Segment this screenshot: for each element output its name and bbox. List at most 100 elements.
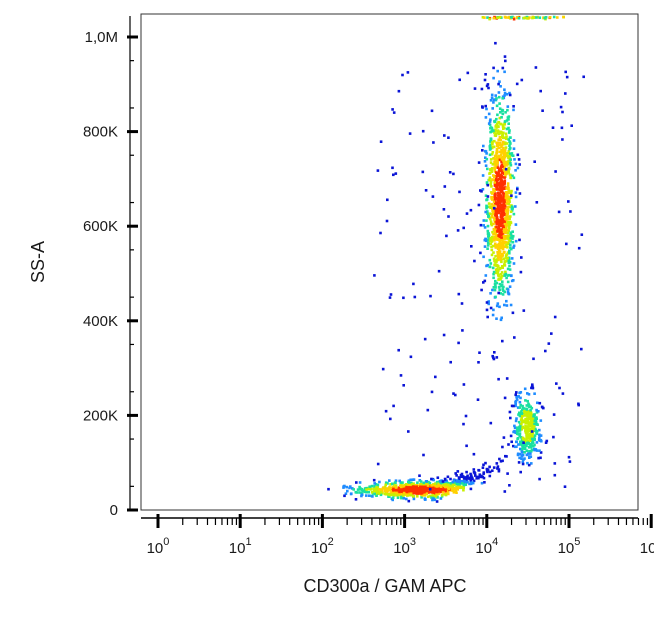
event-dot bbox=[496, 16, 500, 20]
event-dot bbox=[454, 393, 457, 397]
event-dot bbox=[514, 402, 517, 406]
event-dot bbox=[358, 488, 362, 491]
event-dot bbox=[429, 494, 433, 498]
event-dot bbox=[492, 257, 496, 261]
event-dot bbox=[419, 482, 422, 486]
event-dot bbox=[504, 270, 507, 274]
event-dot bbox=[498, 188, 502, 192]
event-dot bbox=[473, 87, 477, 90]
event-dot bbox=[501, 140, 505, 144]
x-tick-label: 100 bbox=[147, 536, 170, 557]
event-dot bbox=[492, 16, 496, 20]
event-dot bbox=[491, 288, 494, 292]
event-dot bbox=[509, 16, 513, 19]
event-dot bbox=[506, 212, 509, 216]
event-dot bbox=[530, 406, 534, 410]
y-tick-label: 800K bbox=[83, 124, 118, 141]
event-dot bbox=[461, 486, 464, 489]
event-dot bbox=[496, 198, 499, 202]
event-dot bbox=[493, 235, 497, 239]
event-dot bbox=[496, 247, 500, 250]
event-dot bbox=[516, 406, 520, 409]
event-dot bbox=[494, 295, 497, 299]
event-dot bbox=[452, 479, 456, 482]
event-dot bbox=[553, 473, 557, 477]
event-dot bbox=[492, 200, 496, 204]
event-dot bbox=[498, 181, 502, 184]
event-dot bbox=[526, 461, 529, 465]
event-dot bbox=[501, 112, 505, 116]
event-dot bbox=[496, 230, 499, 233]
event-dot bbox=[433, 487, 437, 490]
event-dot bbox=[498, 107, 502, 110]
event-dot bbox=[534, 66, 538, 69]
event-dot bbox=[489, 140, 492, 143]
event-dot bbox=[497, 91, 501, 94]
event-dot bbox=[523, 447, 527, 450]
event-dot bbox=[415, 485, 418, 488]
event-dot bbox=[499, 460, 503, 463]
event-dot bbox=[369, 488, 373, 491]
event-dot bbox=[483, 279, 487, 283]
event-dot bbox=[384, 483, 387, 487]
event-dot bbox=[447, 483, 450, 487]
event-dot bbox=[499, 230, 503, 233]
event-dot bbox=[442, 483, 445, 486]
event-dot bbox=[489, 168, 492, 171]
event-dot bbox=[497, 95, 501, 99]
event-dot bbox=[524, 418, 527, 422]
event-dot bbox=[505, 187, 508, 190]
event-dot bbox=[498, 282, 502, 286]
event-dot bbox=[493, 131, 496, 134]
event-dot bbox=[517, 16, 521, 20]
event-dot bbox=[498, 80, 501, 83]
event-dot bbox=[378, 480, 381, 484]
event-dot bbox=[489, 292, 492, 295]
event-dot bbox=[570, 124, 573, 127]
event-dot bbox=[501, 95, 505, 98]
event-dot bbox=[451, 480, 455, 484]
event-dot bbox=[395, 488, 398, 491]
event-dot bbox=[495, 181, 499, 184]
event-dot bbox=[495, 317, 498, 320]
event-dot bbox=[388, 485, 391, 489]
event-dot bbox=[518, 192, 522, 195]
event-dot bbox=[485, 264, 488, 268]
event-dot bbox=[561, 392, 565, 395]
event-dot bbox=[500, 260, 503, 264]
event-dot bbox=[512, 212, 516, 216]
event-dot bbox=[402, 497, 406, 500]
y-tick-label: 200K bbox=[83, 407, 118, 424]
event-dot bbox=[390, 489, 393, 493]
event-dot bbox=[489, 143, 492, 146]
event-dot bbox=[387, 487, 391, 490]
event-dot bbox=[385, 491, 389, 494]
event-dot bbox=[486, 167, 489, 171]
event-dot bbox=[510, 279, 514, 283]
event-dot bbox=[514, 223, 518, 226]
event-dot bbox=[539, 456, 542, 460]
event-dot bbox=[535, 431, 538, 434]
event-dot bbox=[497, 82, 500, 86]
event-dot bbox=[514, 393, 517, 397]
event-dot bbox=[439, 497, 443, 500]
event-dot bbox=[495, 150, 499, 153]
event-dot bbox=[367, 490, 371, 494]
event-dot bbox=[494, 94, 497, 97]
event-dot bbox=[497, 286, 501, 289]
event-dot bbox=[434, 482, 437, 486]
event-dot bbox=[470, 245, 473, 248]
event-dot bbox=[516, 153, 520, 157]
event-dot bbox=[562, 15, 565, 19]
event-dot bbox=[510, 274, 513, 278]
event-dot bbox=[507, 443, 510, 446]
event-dot bbox=[554, 170, 557, 173]
event-dot bbox=[530, 449, 533, 453]
event-dot bbox=[486, 315, 489, 319]
event-dot bbox=[500, 151, 503, 154]
event-dot bbox=[409, 355, 413, 359]
event-dot bbox=[482, 476, 486, 480]
event-dot bbox=[580, 233, 584, 236]
event-dot bbox=[499, 197, 503, 201]
event-dot bbox=[503, 70, 506, 74]
